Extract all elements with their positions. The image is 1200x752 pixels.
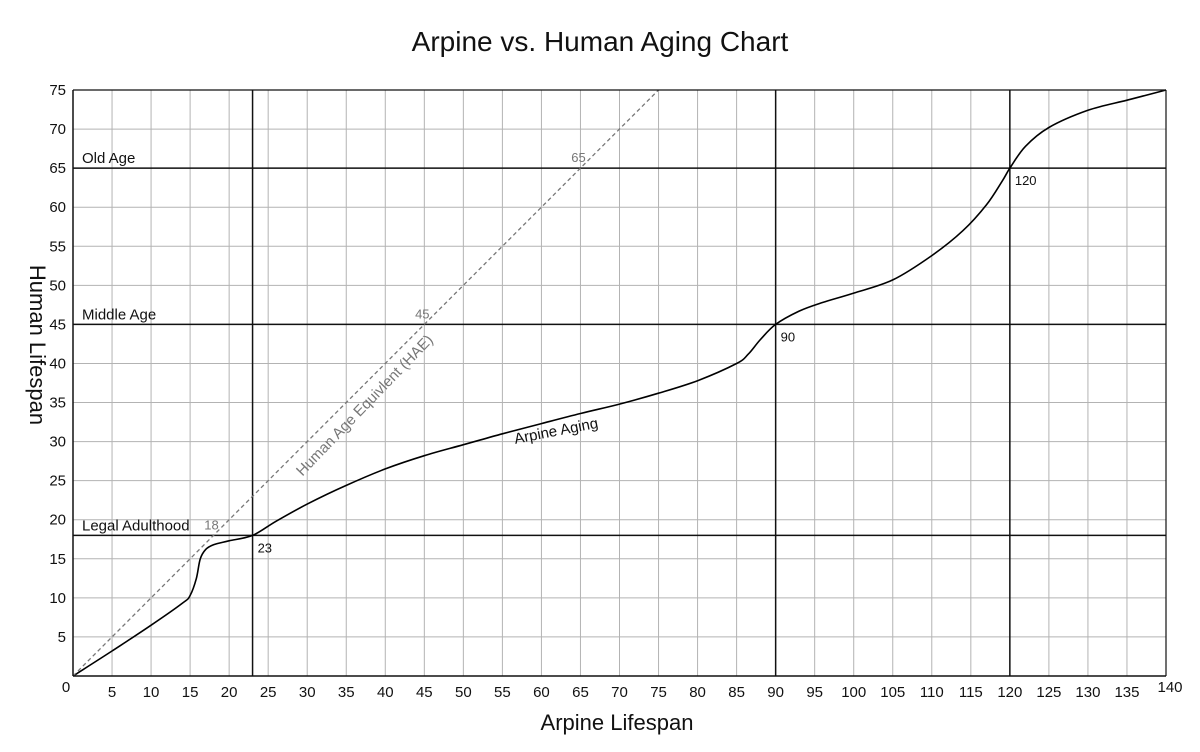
intersection-label: 120 xyxy=(1015,173,1037,188)
x-tick-label: 45 xyxy=(416,684,433,701)
x-tick-label: 70 xyxy=(611,684,628,701)
x-tick-label: 140 xyxy=(1157,679,1182,696)
x-tick-label: 25 xyxy=(260,684,277,701)
x-tick-label: 110 xyxy=(920,684,944,701)
chart-title: Arpine vs. Human Aging Chart xyxy=(412,26,789,57)
y-tick-label: 15 xyxy=(49,551,66,568)
x-tick-label: 80 xyxy=(689,684,706,701)
x-tick-label: 105 xyxy=(880,684,905,701)
x-tick-label: 30 xyxy=(299,684,316,701)
y-tick-label: 20 xyxy=(49,512,66,529)
x-tick-label: 75 xyxy=(650,684,667,701)
x-tick-label: 20 xyxy=(221,684,238,701)
reference-lines xyxy=(73,90,1166,676)
x-tick-label: 15 xyxy=(182,684,199,701)
reference-label-horizontal: Middle Age xyxy=(82,306,156,323)
y-tick-label: 45 xyxy=(49,316,66,333)
x-tick-label: 55 xyxy=(494,684,511,701)
reference-label-horizontal: Legal Adulthood xyxy=(82,517,190,534)
series-line-arpine-aging xyxy=(72,89,1167,677)
x-tick-label: 60 xyxy=(533,684,550,701)
intersection-label: 23 xyxy=(258,540,272,555)
y-tick-label: 55 xyxy=(49,238,66,255)
y-tick-label: 40 xyxy=(49,355,66,372)
x-tick-label: 90 xyxy=(767,684,784,701)
y-tick-label: 60 xyxy=(49,199,66,216)
reference-label-horizontal: Old Age xyxy=(82,150,135,167)
y-tick-label: 5 xyxy=(58,629,66,646)
x-tick-label: 65 xyxy=(572,684,589,701)
grid-lines xyxy=(73,90,1166,676)
x-tick-label: 40 xyxy=(377,684,394,701)
x-tick-label: 85 xyxy=(728,684,745,701)
x-tick-label: 5 xyxy=(108,684,116,701)
labels-layer: Legal Adulthood Middle Age Old Age 23 90 120 1… xyxy=(82,150,1037,555)
y-tick-label: 70 xyxy=(49,121,66,138)
hae-value-label: 45 xyxy=(415,306,429,321)
y-axis-label: Human Lifespan xyxy=(25,265,50,425)
series-layer xyxy=(72,89,1167,677)
y-tick-label: 50 xyxy=(49,277,66,294)
x-tick-label: 120 xyxy=(997,684,1022,701)
y-tick-label: 75 xyxy=(49,82,66,99)
x-tick-label: 100 xyxy=(841,684,866,701)
hae-value-label: 65 xyxy=(571,150,585,165)
y-tick-label: 25 xyxy=(49,473,66,490)
x-tick-label: 95 xyxy=(806,684,823,701)
x-tick-label: 10 xyxy=(143,684,160,701)
x-tick-label: 35 xyxy=(338,684,355,701)
x-tick-label: 115 xyxy=(959,684,983,701)
series-label-hae: Human Age Equivlent (HAE) xyxy=(293,332,437,480)
y-tick-label: 35 xyxy=(49,395,66,412)
plot-frame xyxy=(72,89,1167,677)
x-tick-label: 130 xyxy=(1075,684,1100,701)
hae-value-label: 18 xyxy=(204,517,218,532)
x-tick-label: 135 xyxy=(1114,684,1139,701)
x-tick-label: 0 xyxy=(62,679,70,696)
y-tick-label: 10 xyxy=(49,590,66,607)
intersection-label: 90 xyxy=(781,329,795,344)
series-line-hae xyxy=(72,89,659,677)
y-tick-label: 65 xyxy=(49,160,66,177)
x-tick-label: 50 xyxy=(455,684,472,701)
x-axis-ticks: 0 5 10 15 20 25 30 35 40 45 50 55 60 65 70 75 80 85 90 95 10… xyxy=(62,679,1183,701)
x-tick-label: 125 xyxy=(1036,684,1061,701)
y-axis-ticks: 5 10 15 20 25 30 35 40 45 50 55 60 65 70 75 xyxy=(49,82,66,646)
y-tick-label: 30 xyxy=(49,434,66,451)
x-axis-label: Arpine Lifespan xyxy=(541,710,694,735)
